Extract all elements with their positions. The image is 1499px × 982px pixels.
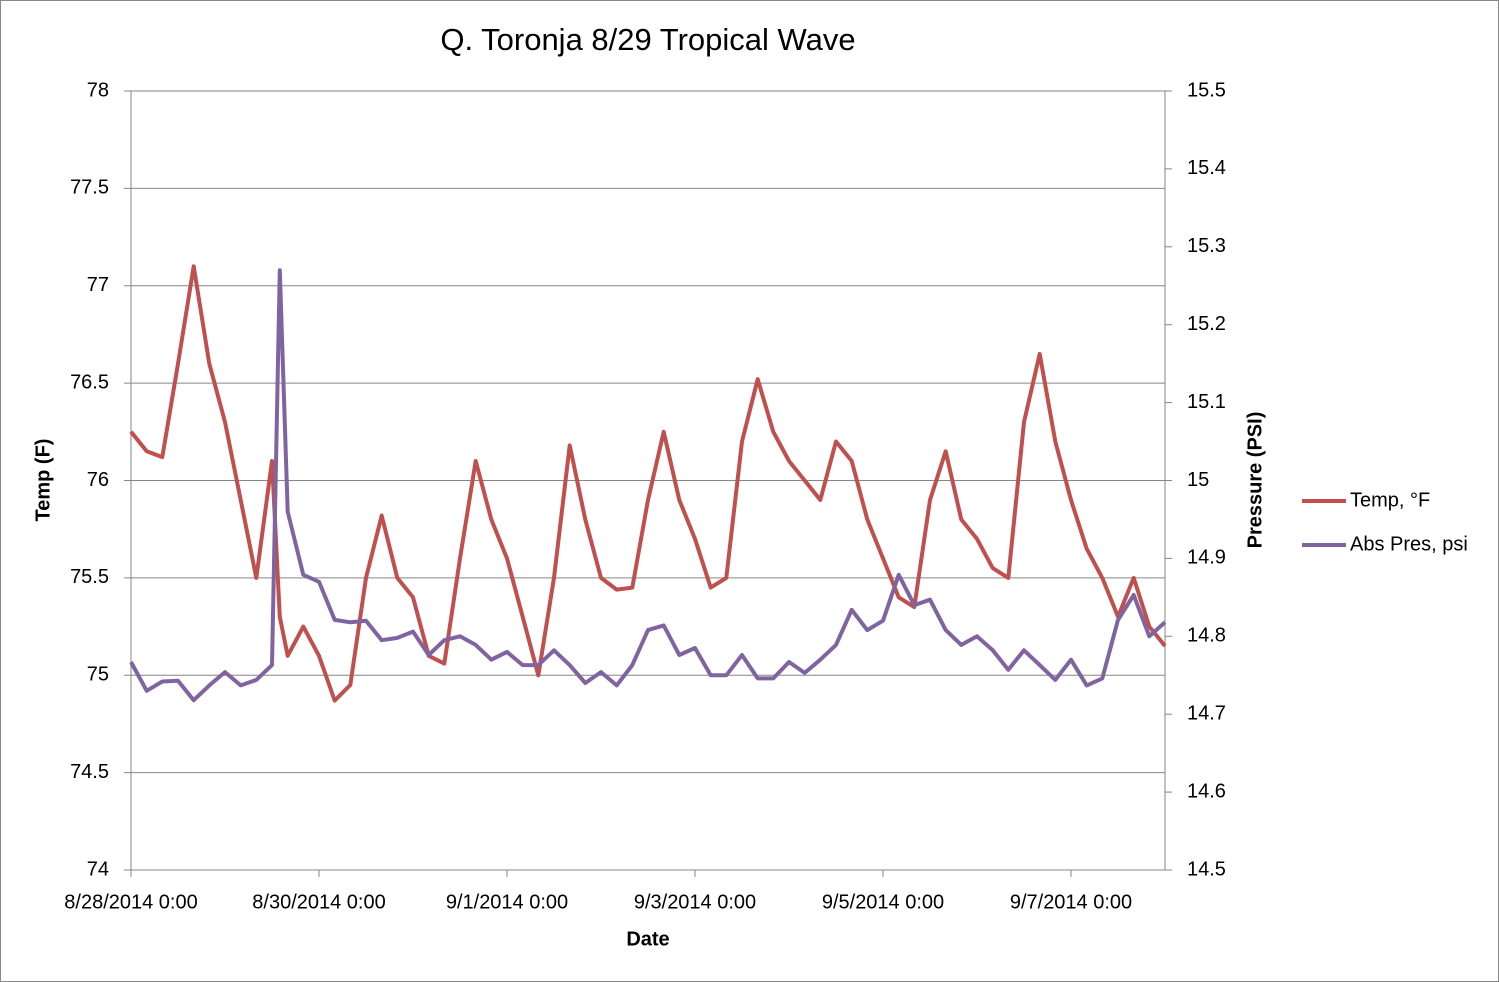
y-tick-label: 75.5	[70, 566, 109, 588]
y-axis-label: Temp (F)	[32, 439, 54, 522]
series-line	[129, 264, 1167, 703]
y2-tick-label: 14.6	[1187, 780, 1226, 802]
y-tick-label: 74.5	[70, 761, 109, 783]
y2-tick-label: 15.5	[1187, 79, 1226, 101]
y2-tick-label: 14.7	[1187, 702, 1226, 724]
chart-title: Q. Toronja 8/29 Tropical Wave	[440, 22, 855, 57]
y-tick-label: 77.5	[70, 177, 109, 199]
y-tick-label: 76	[87, 469, 109, 491]
x-tick-label: 9/5/2014 0:00	[822, 891, 944, 913]
y2-tick-label: 15.3	[1187, 235, 1226, 257]
y2-tick-label: 14.5	[1187, 858, 1226, 880]
x-tick-label: 9/1/2014 0:00	[446, 891, 568, 913]
y-tick-label: 75	[87, 664, 109, 686]
x-tick-label: 8/30/2014 0:00	[252, 891, 385, 913]
y-tick-label: 77	[87, 274, 109, 296]
y-tick-label: 76.5	[70, 371, 109, 393]
x-tick-label: 9/3/2014 0:00	[634, 891, 756, 913]
x-tick-label: 8/28/2014 0:00	[64, 891, 197, 913]
legend-label: Temp, °F	[1350, 489, 1430, 511]
y-tick-label: 78	[87, 79, 109, 101]
y2-tick-label: 15.2	[1187, 313, 1226, 335]
x-tick-label: 9/7/2014 0:00	[1010, 891, 1132, 913]
y2-tick-label: 14.9	[1187, 547, 1226, 569]
y2-tick-label: 14.8	[1187, 625, 1226, 647]
y2-tick-label: 15.4	[1187, 157, 1226, 179]
series-line	[129, 268, 1167, 703]
y2-tick-label: 15	[1187, 469, 1209, 491]
legend-label: Abs Pres, psi	[1350, 533, 1468, 555]
y2-axis-label: Pressure (PSI)	[1244, 412, 1266, 549]
x-axis-label: Date	[626, 928, 669, 950]
y2-tick-label: 15.1	[1187, 391, 1226, 413]
y-tick-label: 74	[87, 858, 109, 880]
